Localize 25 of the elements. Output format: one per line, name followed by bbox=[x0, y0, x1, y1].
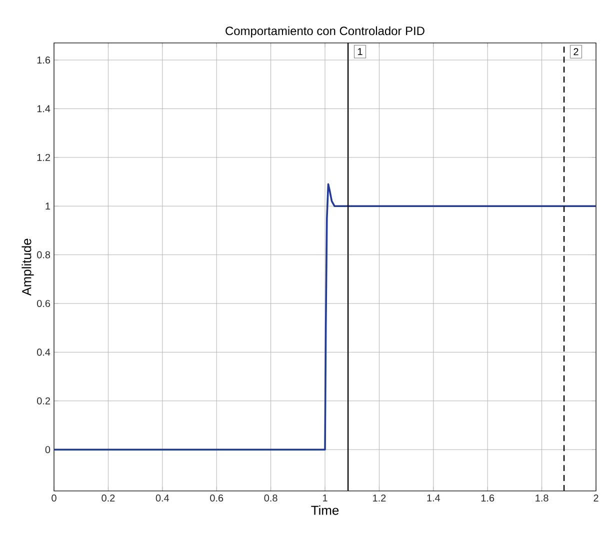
y-tick-label: 0.8 bbox=[37, 251, 50, 258]
x-tick-label: 0.4 bbox=[156, 494, 170, 502]
y-tick-label: 1 bbox=[46, 202, 50, 210]
x-tick-label: 1 bbox=[323, 494, 328, 502]
y-tick-label: 1.4 bbox=[37, 105, 50, 112]
x-axis-title: Time bbox=[311, 505, 339, 515]
ref-line-label: 2 bbox=[574, 48, 578, 56]
y-tick-label: 1.6 bbox=[37, 56, 50, 64]
ref-line-label: 1 bbox=[358, 48, 362, 56]
y-tick-label: 1.2 bbox=[37, 154, 50, 161]
y-tick-label: 0.6 bbox=[37, 300, 50, 308]
x-tick-label: 1.8 bbox=[536, 494, 548, 502]
y-tick-label: 0 bbox=[45, 446, 50, 454]
x-tick-label: 1.2 bbox=[373, 494, 386, 502]
x-tick-label: 1.4 bbox=[427, 494, 440, 502]
x-tick-label: 0.6 bbox=[210, 494, 224, 502]
y-tick-label: 0.2 bbox=[37, 397, 50, 404]
x-tick-label: 2 bbox=[594, 494, 598, 502]
x-tick-label: 0.8 bbox=[264, 494, 278, 502]
y-axis-title: Amplitude bbox=[22, 238, 34, 296]
x-tick-label: 0 bbox=[52, 494, 56, 502]
x-tick-label: 0.2 bbox=[102, 494, 115, 502]
chart-title: Comportamiento con Controlador PID bbox=[226, 26, 424, 38]
x-tick-label: 1.6 bbox=[481, 494, 494, 502]
y-tick-label: 0.4 bbox=[37, 348, 50, 356]
